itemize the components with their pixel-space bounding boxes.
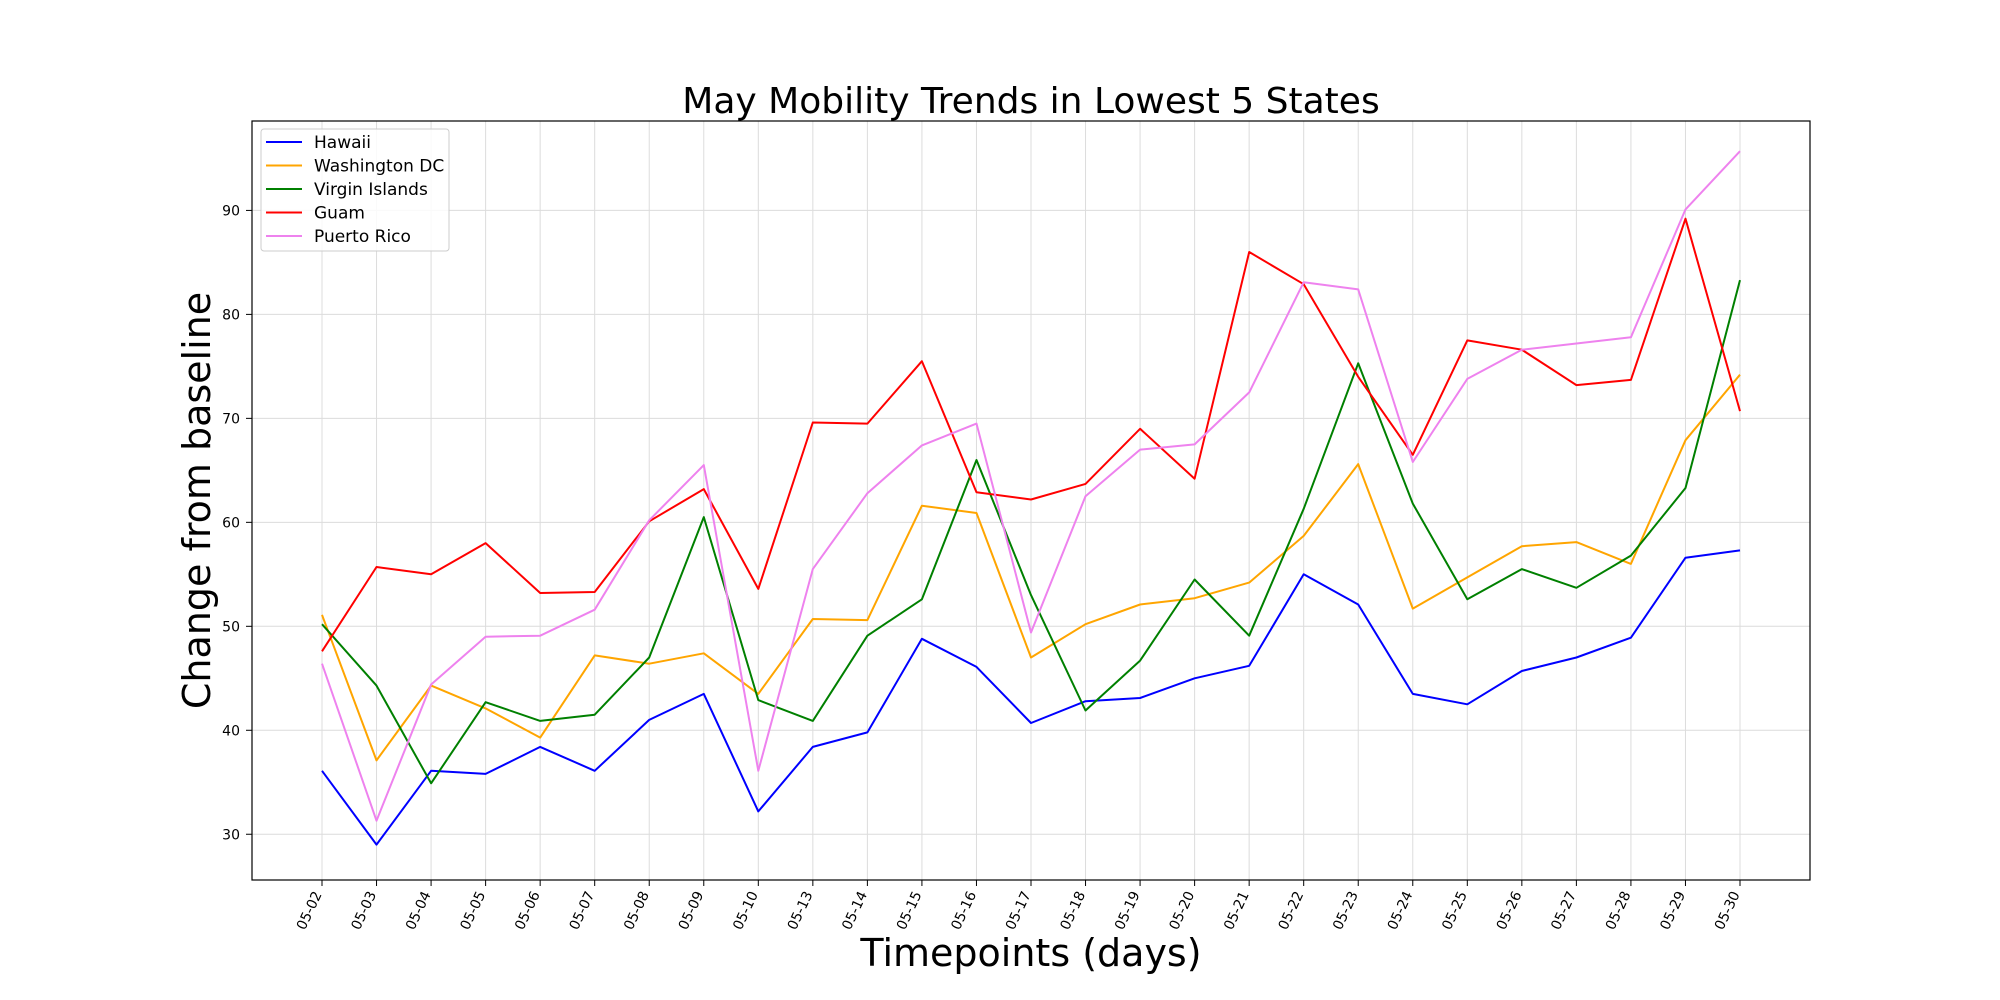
y-tick-label: 60 bbox=[222, 515, 240, 531]
y-axis-label: Change from baseline bbox=[175, 292, 219, 709]
x-tick-label: 05-20 bbox=[1167, 889, 1199, 933]
x-tick-label: 05-24 bbox=[1385, 889, 1417, 933]
x-tick-label: 05-19 bbox=[1112, 889, 1144, 933]
x-tick-label: 05-23 bbox=[1330, 889, 1362, 933]
series-line-hawaii bbox=[321, 549, 1741, 846]
x-tick-label: 05-30 bbox=[1712, 889, 1744, 933]
y-axis: 30 40 50 60 70 80 90 bbox=[222, 203, 252, 843]
series-line-washington-dc bbox=[321, 374, 1741, 762]
legend: Hawaii Washington DC Virgin Islands Guam Pue… bbox=[260, 128, 450, 252]
x-tick-label: 05-04 bbox=[403, 889, 435, 933]
y-tick-label: 70 bbox=[222, 411, 240, 427]
y-tick-label: 90 bbox=[222, 203, 240, 219]
legend-label-hawaii: Hawaii bbox=[314, 133, 371, 153]
x-tick-label: 05-02 bbox=[294, 889, 326, 933]
x-tick-label: 05-21 bbox=[1221, 889, 1253, 933]
y-tick-label: 50 bbox=[222, 619, 240, 635]
y-tick-label: 40 bbox=[222, 723, 240, 739]
x-tick-label: 05-25 bbox=[1439, 889, 1471, 933]
chart-title: May Mobility Trends in Lowest 5 States bbox=[682, 81, 1379, 122]
x-tick-label: 05-15 bbox=[894, 889, 926, 933]
x-tick-label: 05-05 bbox=[458, 889, 490, 933]
x-tick-label: 05-09 bbox=[676, 889, 708, 933]
x-tick-label: 05-07 bbox=[567, 889, 599, 933]
legend-box bbox=[260, 128, 450, 252]
series-line-guam bbox=[321, 217, 1741, 652]
x-tick-label: 05-03 bbox=[348, 889, 380, 933]
x-tick-label: 05-26 bbox=[1494, 889, 1526, 933]
x-tick-label: 05-06 bbox=[512, 889, 544, 933]
x-axis-label: Timepoints (days) bbox=[859, 931, 1201, 975]
x-tick-label: 05-10 bbox=[730, 889, 762, 933]
grid bbox=[252, 121, 1810, 880]
x-axis: 05-02 05-03 05-04 05-05 05-06 05-07 05-08 05-09… bbox=[294, 880, 1744, 933]
x-tick-label: 05-08 bbox=[621, 889, 653, 933]
x-tick-label: 05-16 bbox=[948, 889, 980, 933]
x-tick-label: 05-18 bbox=[1057, 889, 1089, 933]
x-tick-label: 05-28 bbox=[1603, 889, 1635, 933]
legend-label-virgin-islands: Virgin Islands bbox=[314, 180, 428, 200]
y-tick-label: 30 bbox=[222, 827, 240, 843]
x-tick-label: 05-13 bbox=[785, 889, 817, 933]
x-tick-label: 05-29 bbox=[1657, 889, 1689, 933]
series-line-virgin-islands bbox=[321, 279, 1741, 785]
legend-label-puerto-rico: Puerto Rico bbox=[314, 227, 411, 247]
x-tick-label: 05-22 bbox=[1276, 889, 1308, 933]
series-lines bbox=[321, 150, 1741, 846]
y-tick-label: 80 bbox=[222, 307, 240, 323]
x-tick-label: 05-17 bbox=[1003, 889, 1035, 933]
legend-label-washington-dc: Washington DC bbox=[314, 157, 444, 177]
x-tick-label: 05-14 bbox=[839, 889, 871, 933]
legend-label-guam: Guam bbox=[314, 204, 365, 224]
x-tick-label: 05-27 bbox=[1548, 889, 1580, 933]
series-line-puerto-rico bbox=[321, 150, 1741, 822]
